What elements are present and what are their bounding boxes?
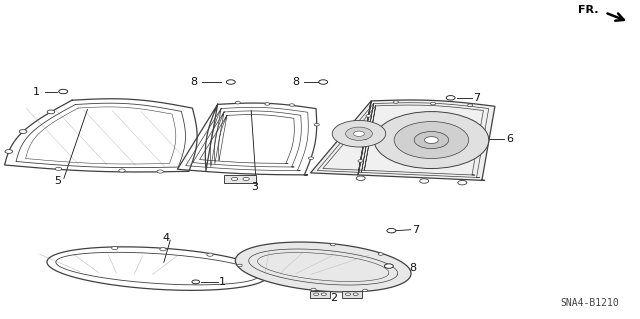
Polygon shape [310,100,495,181]
Circle shape [468,104,473,107]
Circle shape [265,103,270,105]
Circle shape [358,160,363,162]
Text: 3: 3 [251,182,258,192]
Circle shape [363,289,368,292]
Circle shape [19,130,27,133]
Text: FR.: FR. [578,5,598,15]
Circle shape [5,150,13,153]
Circle shape [446,96,455,100]
Text: 8: 8 [409,263,417,273]
Circle shape [59,89,68,94]
Circle shape [362,137,367,140]
Polygon shape [236,242,411,292]
Text: 2: 2 [330,293,337,303]
Text: 4: 4 [162,233,170,243]
Text: 1: 1 [220,277,227,287]
FancyBboxPatch shape [342,291,362,298]
Circle shape [232,177,238,181]
Circle shape [346,127,372,140]
Circle shape [458,181,467,185]
Circle shape [332,121,386,147]
Circle shape [394,122,468,159]
Circle shape [431,102,436,105]
Circle shape [374,112,489,168]
Circle shape [346,293,351,295]
Circle shape [289,104,294,106]
Circle shape [55,167,61,170]
Circle shape [394,101,399,103]
Circle shape [354,131,364,137]
Circle shape [157,170,163,173]
Circle shape [314,293,319,295]
Text: 7: 7 [412,225,419,235]
Circle shape [414,131,449,149]
Circle shape [356,176,365,181]
Circle shape [321,293,326,295]
Circle shape [236,101,240,104]
Circle shape [387,228,396,233]
Circle shape [314,123,319,126]
FancyBboxPatch shape [310,291,330,298]
Circle shape [319,80,328,84]
Text: 1: 1 [33,86,40,97]
Circle shape [243,177,249,181]
Circle shape [111,247,118,250]
Circle shape [366,115,371,117]
Circle shape [308,157,314,160]
Text: 8: 8 [292,77,300,87]
Circle shape [420,179,429,183]
Circle shape [47,110,55,114]
Circle shape [353,293,358,295]
Circle shape [227,80,236,84]
Text: 7: 7 [473,93,480,103]
Circle shape [192,280,200,284]
Circle shape [160,248,166,251]
Circle shape [424,137,438,144]
Circle shape [119,169,125,172]
Circle shape [237,264,243,267]
Text: 6: 6 [506,134,513,144]
Circle shape [378,253,383,255]
FancyBboxPatch shape [225,175,256,183]
Circle shape [311,288,316,291]
Circle shape [330,243,335,246]
Text: 5: 5 [54,176,61,186]
Text: 8: 8 [191,77,198,87]
Circle shape [385,264,394,268]
Text: SNA4-B1210: SNA4-B1210 [561,298,620,308]
Circle shape [207,253,213,256]
